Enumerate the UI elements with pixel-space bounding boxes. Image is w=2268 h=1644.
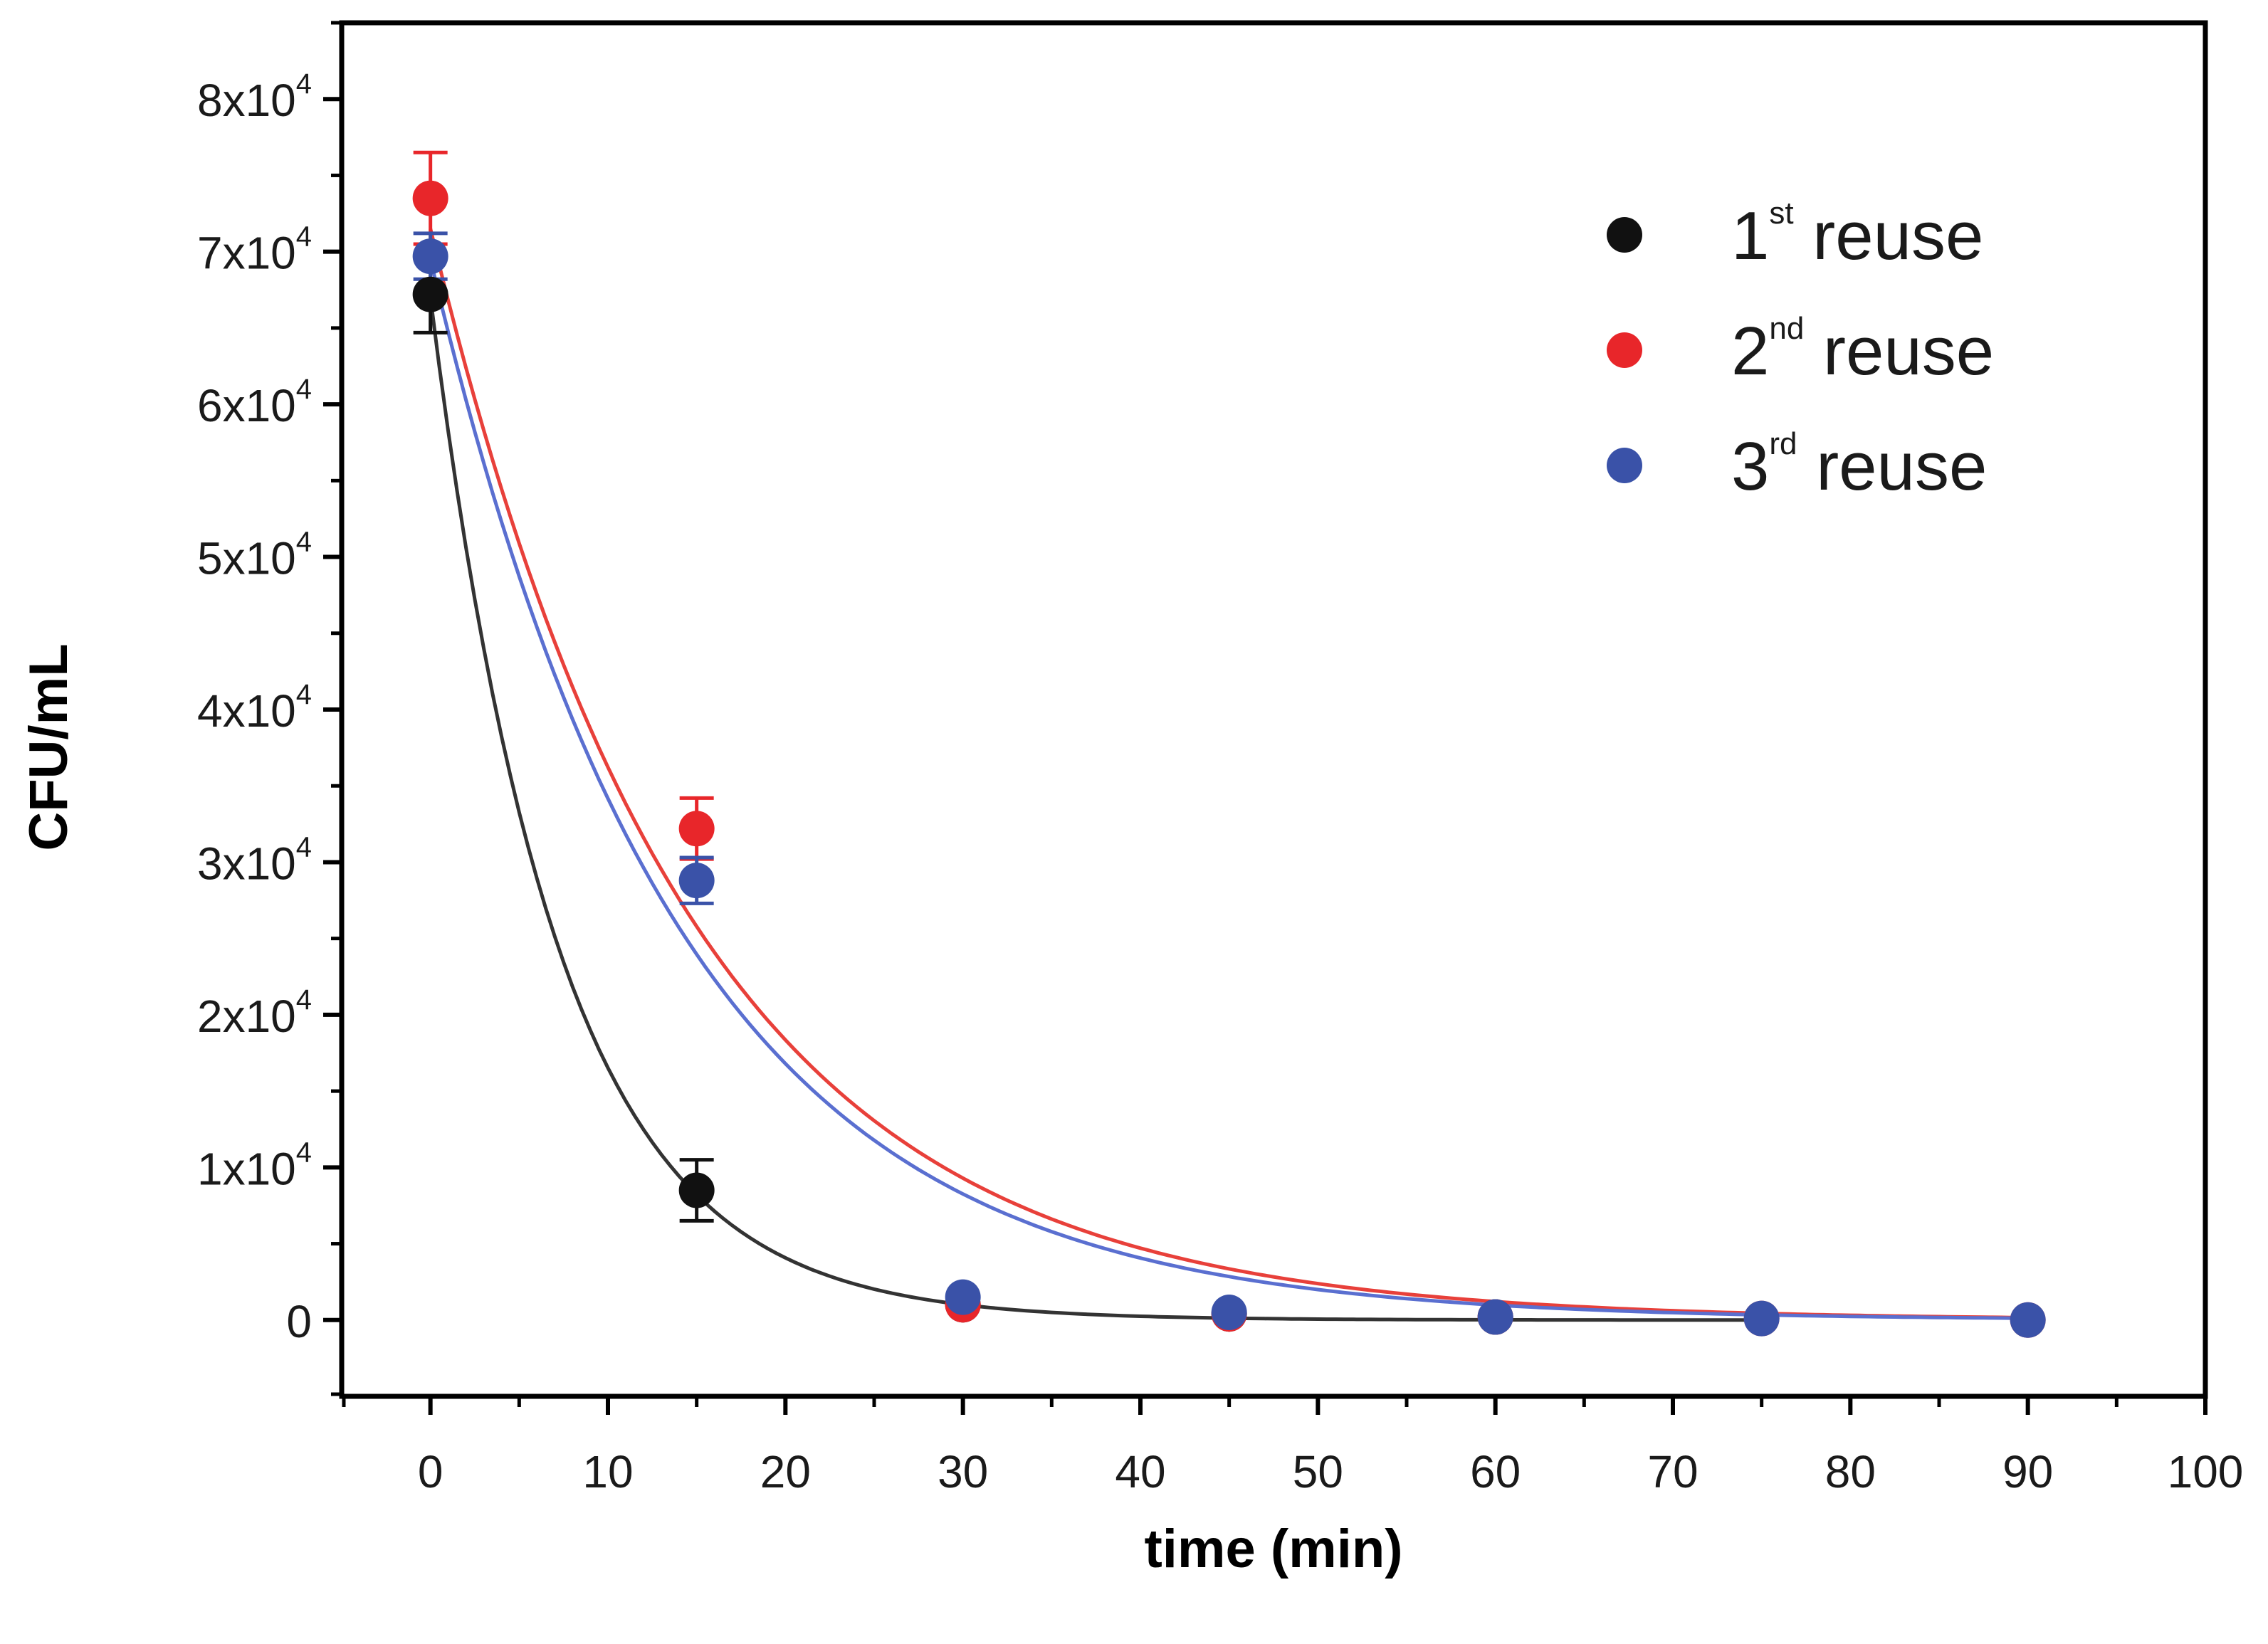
data-point: [412, 238, 448, 275]
x-axis-ticks: 0 10 20 30 40 50 60 70 80 90 100: [342, 1396, 2244, 1497]
y-tick-exponent: 4: [296, 68, 312, 100]
x-tick-label: 20: [760, 1446, 811, 1497]
y-tick-exponent: 4: [296, 221, 312, 253]
data-point: [1743, 1300, 1780, 1337]
y-tick-exponent: 4: [296, 984, 312, 1016]
legend-label-number: 3: [1731, 428, 1769, 505]
x-tick-label: 100: [2168, 1446, 2244, 1497]
y-tick-mantissa: 7x10: [197, 228, 296, 279]
y-tick-label: 7x104: [197, 221, 312, 279]
x-tick-label: 40: [1115, 1446, 1165, 1497]
data-point: [678, 811, 715, 847]
legend-label-suffix: st: [1769, 196, 1793, 231]
x-axis-title: time (min): [1144, 1519, 1402, 1579]
data-point: [1211, 1295, 1247, 1331]
data-point: [412, 180, 448, 216]
x-tick-label: 90: [2002, 1446, 2053, 1497]
x-tick-label: 0: [418, 1446, 443, 1497]
y-tick-label: 5x104: [197, 527, 312, 584]
legend-marker: [1607, 332, 1642, 368]
y-tick-mantissa: 8x10: [197, 75, 296, 126]
y-tick-mantissa: 0: [286, 1296, 312, 1347]
x-tick-label: 30: [938, 1446, 988, 1497]
y-tick-exponent: 4: [296, 1137, 312, 1168]
legend-label-number: 1: [1731, 198, 1769, 274]
data-point: [945, 1279, 981, 1315]
data-point: [1477, 1299, 1513, 1335]
legend-label-text: reuse: [1794, 198, 1984, 274]
y-tick-label: 0: [286, 1296, 312, 1347]
x-tick-label: 70: [1647, 1446, 1698, 1497]
data-point: [2010, 1302, 2046, 1338]
legend-marker: [1607, 448, 1642, 483]
y-tick-exponent: 4: [296, 831, 312, 863]
y-tick-mantissa: 2x10: [197, 991, 296, 1042]
legend-marker: [1607, 217, 1642, 253]
legend-label-text: reuse: [1797, 428, 1988, 505]
y-axis-title: CFU/mL: [19, 643, 79, 850]
legend-label: 3rd reuse: [1731, 426, 1987, 505]
y-tick-exponent: 4: [296, 374, 312, 405]
legend-label: 2nd reuse: [1731, 311, 1994, 389]
data-point: [678, 863, 715, 899]
y-tick-mantissa: 3x10: [197, 838, 296, 889]
data-point: [678, 1172, 715, 1208]
y-tick-mantissa: 6x10: [197, 380, 296, 431]
y-tick-label: 3x104: [197, 831, 312, 889]
data-points: [412, 180, 2046, 1338]
y-tick-mantissa: 4x10: [197, 685, 296, 737]
legend-label-text: reuse: [1804, 313, 1994, 389]
legend-label: 1st reuse: [1731, 196, 1983, 274]
legend-label-suffix: nd: [1769, 311, 1804, 346]
x-tick-label: 50: [1293, 1446, 1343, 1497]
y-axis-ticks: 01x1042x1043x1044x1045x1046x1047x1048x10…: [197, 21, 342, 1396]
y-tick-label: 2x104: [197, 984, 312, 1042]
y-tick-exponent: 4: [296, 679, 312, 710]
y-tick-mantissa: 1x10: [197, 1143, 296, 1194]
x-tick-label: 10: [582, 1446, 633, 1497]
legend-label-number: 2: [1731, 313, 1769, 389]
x-tick-label: 60: [1470, 1446, 1521, 1497]
fit-curve: [429, 297, 1762, 1322]
y-tick-label: 1x104: [197, 1137, 312, 1194]
x-tick-label: 80: [1825, 1446, 1876, 1497]
data-point: [412, 276, 448, 312]
legend-label-suffix: rd: [1769, 426, 1797, 461]
y-tick-label: 8x104: [197, 68, 312, 126]
fit-curve: [429, 258, 2028, 1320]
y-tick-label: 6x104: [197, 374, 312, 431]
error-bars: [413, 150, 714, 1223]
fit-curves: [429, 228, 2028, 1322]
y-tick-exponent: 4: [296, 527, 312, 558]
y-tick-mantissa: 5x10: [197, 533, 296, 584]
fit-curve: [429, 228, 2028, 1319]
y-tick-label: 4x104: [197, 679, 312, 737]
